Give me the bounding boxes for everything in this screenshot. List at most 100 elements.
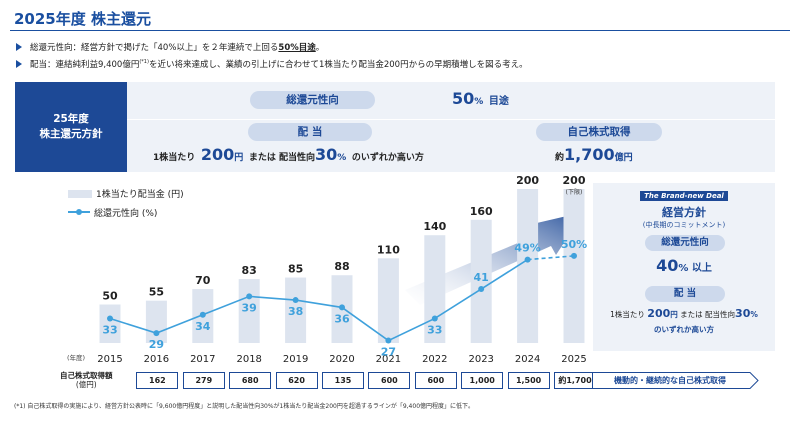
bar-swatch-icon (68, 190, 92, 198)
buyback-value: 600 (368, 372, 411, 389)
payout-ratio-point (292, 297, 299, 304)
buyback-row-label: 自己株式取得額 (億円) (60, 371, 113, 389)
year-tick-label: 2024 (515, 354, 540, 365)
dividend-bar (285, 277, 307, 343)
payout-ratio-label: 33 (102, 323, 117, 336)
dividend-value-label: 70 (195, 274, 211, 287)
payout-ratio-point (199, 311, 206, 318)
brand-new-deal-badge: The Brand-new Deal (640, 191, 728, 201)
year-unit-label: (年度) (67, 354, 86, 362)
side-dividend-pill: 配 当 (645, 286, 725, 302)
year-tick-label: 2016 (144, 354, 169, 365)
payout-ratio-point (246, 293, 253, 300)
policy-header: 25年度 株主還元方針 (15, 82, 127, 172)
payout-ratio-label: 34 (195, 320, 211, 333)
payout-ratio-label: 38 (288, 305, 303, 318)
buyback-pill: 自己株式取得 (536, 123, 662, 141)
dividend-value-label: 160 (470, 205, 493, 218)
dividend-value-label: 85 (288, 263, 303, 276)
triangle-bullet-icon (16, 43, 22, 51)
dividend-bar (470, 219, 492, 343)
side-dividend-line1: 1株当たり 200円 または 配当性向30% (610, 307, 758, 320)
growth-arrow-icon (405, 212, 584, 305)
dividend-bar (377, 258, 399, 343)
footnote: (*1) 自己株式取得の実施により、経営方針公表時に「9,600億円程度」と説明… (14, 403, 475, 410)
side-payout-value: 40% 以上 (656, 256, 712, 275)
title-divider (10, 30, 790, 31)
bullet-payout: 総還元性向：経営方針で掲げた「40%以上」を２年連続で上回る50%目途。 (16, 41, 324, 53)
dividend-policy-text: 1株当たり 200円 または 配当性向30% のいずれか高い方 (153, 145, 424, 164)
payout-ratio-label: 33 (427, 323, 442, 336)
dividend-bar (238, 279, 260, 343)
payout-ratio-label: 41 (474, 271, 489, 284)
buyback-value: 279 (182, 372, 225, 389)
payout-ratio-label: 50% (561, 238, 587, 251)
line-marker-icon (68, 209, 90, 215)
payout-ratio-point (478, 286, 485, 293)
dividend-value-label: 200 (516, 174, 539, 187)
buyback-value: 1,000 (461, 372, 504, 389)
payout-ratio-point (385, 337, 392, 344)
year-tick-label: 2021 (376, 354, 401, 365)
payout-ratio-point (339, 304, 345, 311)
side-payout-pill: 総還元性向 (645, 235, 725, 251)
dividend-value-label: 83 (242, 264, 257, 277)
payout-ratio-pill: 総還元性向 (250, 91, 375, 109)
buyback-value: 1,500 (507, 372, 550, 389)
legend-bar: 1株当たり配当金 (円) (68, 187, 184, 200)
dividend-bar (517, 189, 539, 343)
payout-ratio-projection-line (527, 255, 575, 261)
side-panel-title: 経営方針 (662, 206, 706, 219)
buyback-arrow: 機動的・継続的な自己株式取得 (592, 372, 759, 389)
payout-ratio-label: 36 (334, 312, 350, 325)
side-panel-subtitle: (中長期のコミットメント) (642, 221, 726, 229)
year-tick-label: 2025 (561, 354, 586, 365)
buyback-value: 620 (275, 372, 318, 389)
payout-ratio-line (109, 258, 529, 342)
side-dividend-line2: のいずれか高い方 (654, 325, 714, 334)
year-tick-label: 2020 (329, 354, 354, 365)
dividend-value-label: 55 (149, 286, 164, 299)
dividend-bar (563, 189, 585, 343)
payout-ratio-point (571, 252, 577, 259)
dividend-bar (145, 300, 167, 343)
payout-ratio-label: 49% (514, 242, 540, 255)
payout-ratio-point (431, 315, 438, 322)
payout-ratio-point (524, 256, 531, 263)
payout-ratio-label: 27 (381, 346, 396, 359)
year-tick-label: 2018 (236, 354, 261, 365)
management-policy-panel: The Brand-new Deal 経営方針 (中長期のコミットメント) 総還… (593, 183, 775, 351)
buyback-value: 135 (322, 372, 364, 389)
dividend-value-label: 50 (102, 290, 118, 303)
year-tick-label: 2019 (283, 354, 308, 365)
dividend-pill: 配 当 (248, 123, 372, 141)
dividend-value-label: 200 (563, 174, 586, 187)
payout-ratio-point (107, 315, 113, 322)
buyback-value: 約1,700 (554, 372, 596, 389)
triangle-bullet-icon (16, 60, 22, 68)
shareholder-return-policy-panel: 25年度 株主還元方針 総還元性向 50% 目途 配 当 1株当たり 200円 … (15, 82, 775, 172)
year-tick-label: 2017 (190, 354, 215, 365)
bullet-dividend: 配当：連結純利益9,400億円(*1)を近い将来達成し、業績の引上げに合わせて1… (16, 58, 528, 70)
policy-divider (127, 119, 775, 120)
year-tick-label: 2015 (97, 354, 122, 365)
dividend-value-label: 140 (423, 220, 446, 233)
legend-line: 総還元性向 (%) (68, 206, 157, 219)
buyback-amount: 約1,700億円 (555, 145, 633, 164)
dividend-value-label: 110 (377, 243, 400, 256)
dividend-bar (99, 304, 121, 343)
buyback-value: 600 (414, 372, 457, 389)
page-title: 2025年度 株主還元 (14, 10, 151, 28)
buyback-value: 680 (229, 372, 272, 389)
dividend-value-label: 88 (334, 260, 349, 273)
buyback-value: 162 (136, 372, 179, 389)
lower-bound-note: (下限) (566, 188, 583, 196)
payout-ratio-label: 39 (242, 301, 257, 314)
year-tick-label: 2022 (422, 354, 447, 365)
payout-ratio-target: 50% 目途 (452, 89, 509, 108)
year-tick-label: 2023 (468, 354, 493, 365)
bullet-emphasis: 50%目途 (278, 43, 316, 53)
payout-ratio-label: 29 (149, 338, 164, 351)
payout-ratio-point (153, 330, 160, 337)
